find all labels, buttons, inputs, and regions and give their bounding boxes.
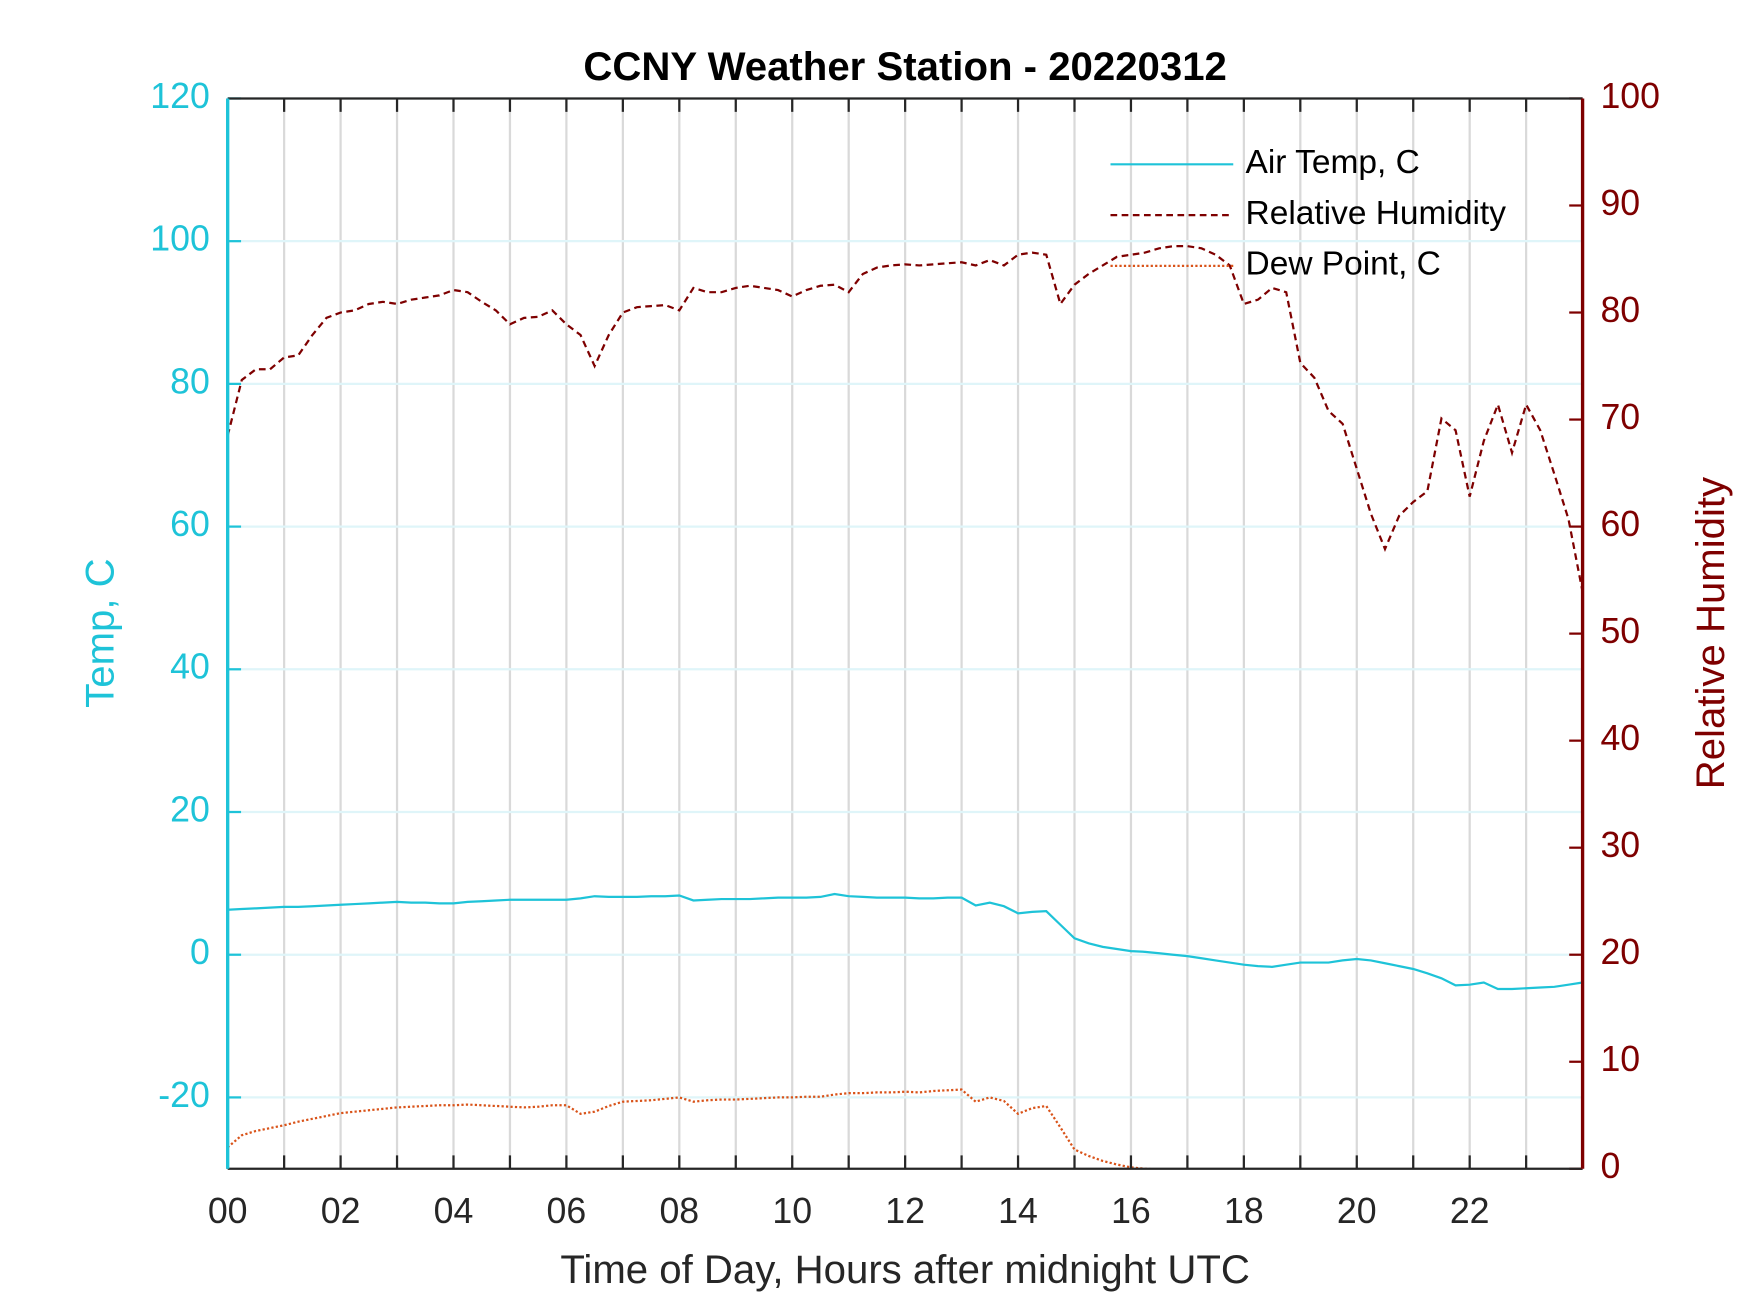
y2-tick-label: 0 — [1600, 1146, 1620, 1186]
x-tick-label: 04 — [434, 1191, 474, 1231]
legend: Air Temp, C Relative Humidity Dew Point, C — [1110, 144, 1506, 283]
x-tick-label: 14 — [998, 1191, 1038, 1231]
x-tick-label: 22 — [1450, 1191, 1490, 1231]
y-tick-label: 0 — [190, 932, 210, 972]
x-tick-label: 12 — [885, 1191, 925, 1231]
y-tick-label: 20 — [170, 789, 210, 829]
plot-area — [227, 245, 1583, 1169]
y-axis-label: Temp, C — [77, 558, 122, 708]
x-tick-label: 20 — [1337, 1191, 1377, 1231]
x-tick-label: 16 — [1111, 1191, 1151, 1231]
y-tick-label: 60 — [170, 504, 210, 544]
series-line — [227, 245, 1583, 593]
chart-title: CCNY Weather Station - 20220312 — [583, 44, 1227, 89]
series-line — [227, 892, 1583, 991]
y-tick-label: 100 — [150, 219, 210, 259]
x-tick-label: 00 — [208, 1191, 248, 1231]
x-tick-label: 02 — [321, 1191, 361, 1231]
axes: 00 02 04 06 08 10 12 14 16 18 20 22-200204060801001… — [150, 76, 1660, 1231]
x-tick-label: 08 — [659, 1191, 699, 1231]
y2-tick-label: 70 — [1600, 397, 1640, 437]
y2-tick-label: 40 — [1600, 718, 1640, 758]
x-axis-label: Time of Day, Hours after midnight UTC — [560, 1247, 1250, 1292]
grid — [226, 97, 1583, 1169]
series-line — [227, 1088, 1164, 1169]
y-tick-label: 80 — [170, 361, 210, 401]
y2-tick-label: 100 — [1600, 76, 1660, 116]
y2-axis-label: Relative Humidity — [1688, 477, 1733, 789]
y2-tick-label: 60 — [1600, 504, 1640, 544]
legend-label: Air Temp, C — [1246, 144, 1420, 181]
y2-tick-label: 90 — [1600, 183, 1640, 223]
y-tick-label: -20 — [158, 1075, 210, 1115]
legend-label: Relative Humidity — [1246, 195, 1507, 232]
y2-tick-label: 10 — [1600, 1039, 1640, 1079]
x-tick-label: 10 — [772, 1191, 812, 1231]
y2-tick-label: 50 — [1600, 611, 1640, 651]
y-tick-label: 40 — [170, 647, 210, 687]
x-tick-label: 18 — [1224, 1191, 1264, 1231]
x-tick-label: 06 — [547, 1191, 587, 1231]
y2-tick-label: 80 — [1600, 290, 1640, 330]
y2-tick-label: 20 — [1600, 932, 1640, 972]
y2-tick-label: 30 — [1600, 825, 1640, 865]
y-tick-label: 120 — [150, 76, 210, 116]
legend-label: Dew Point, C — [1246, 246, 1441, 283]
